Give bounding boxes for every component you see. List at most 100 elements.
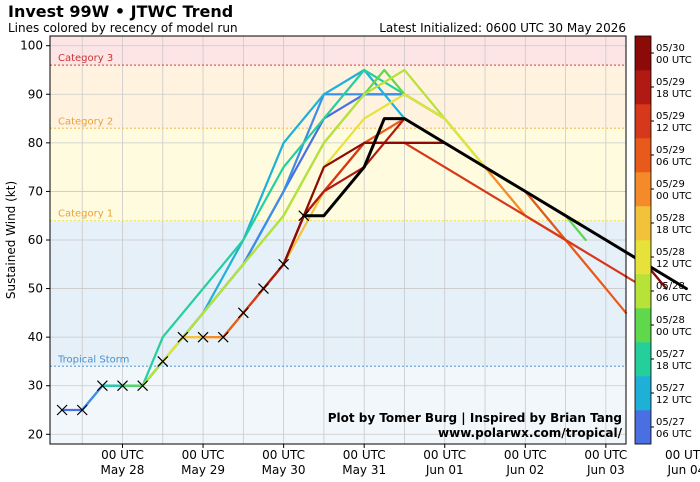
x-tick-label-top-0: 00 UTC xyxy=(101,448,144,462)
best-track-marker-2 xyxy=(96,380,108,392)
forecast-line-13 xyxy=(302,117,688,291)
best-track-marker-4 xyxy=(137,380,149,392)
best-track-marker-12 xyxy=(298,210,310,222)
marker-stroke-b xyxy=(117,380,128,392)
best-track-markers xyxy=(56,210,310,416)
colorbar-segment-7 xyxy=(635,172,651,207)
marker-stroke-b xyxy=(258,283,269,294)
credit-line-1: Plot by Tomer Burg | Inspired by Brian T… xyxy=(328,411,622,425)
band-3 xyxy=(50,36,626,66)
colorbar-tick-time-0: 06 UTC xyxy=(656,429,692,440)
y-tick-label-5: 70 xyxy=(28,184,43,198)
x-tick-label-bottom-2: May 30 xyxy=(262,463,306,477)
colorbar-tick-date-2: 05/27 xyxy=(656,349,685,360)
band-0 xyxy=(50,220,626,367)
band-2 xyxy=(50,65,626,129)
colorbar-segment-0 xyxy=(635,410,651,445)
marker-stroke-b xyxy=(56,404,68,416)
category-label-3: Category 3 xyxy=(58,53,113,64)
colorbar-tick-date-1: 05/27 xyxy=(656,383,685,394)
best-track-marker-0 xyxy=(56,404,68,416)
best-track-marker-8 xyxy=(217,331,229,343)
grid-lines xyxy=(50,36,626,444)
colorbar-tick-time-10: 18 UTC xyxy=(656,89,692,100)
y-tick-label-6: 80 xyxy=(28,136,43,150)
x-tick-label-top-7: 00 UTC xyxy=(665,448,700,462)
x-tick-label-top-5: 00 UTC xyxy=(504,448,547,462)
x-tick-label-top-6: 00 UTC xyxy=(584,448,627,462)
y-tick-label-1: 30 xyxy=(28,379,43,393)
y-tick-label-2: 40 xyxy=(28,330,43,344)
latest-initialized-label: Latest Initialized: 0600 UTC 30 May 2026 xyxy=(379,21,626,35)
x-tick-label-bottom-4: Jun 01 xyxy=(425,463,464,477)
colorbar-tick-time-4: 06 UTC xyxy=(656,293,692,304)
x-tick-label-top-4: 00 UTC xyxy=(423,448,466,462)
best-track-marker-3 xyxy=(117,380,128,392)
colorbar-tick-time-11: 00 UTC xyxy=(656,55,692,66)
best-track-marker-11 xyxy=(278,258,290,270)
credit-line-2: www.polarwx.com/tropical/ xyxy=(438,426,623,440)
colorbar-tick-time-5: 12 UTC xyxy=(656,259,692,270)
marker-stroke-b xyxy=(157,356,169,367)
colorbar-tick-date-11: 05/30 xyxy=(656,43,685,54)
colorbar-tick-time-8: 06 UTC xyxy=(656,157,692,168)
colorbar-tick-date-6: 05/28 xyxy=(656,213,685,224)
x-tick-label-bottom-3: May 31 xyxy=(342,463,386,477)
colorbar-tick-date-0: 05/27 xyxy=(656,417,685,428)
best-track-marker-6 xyxy=(177,331,189,343)
marker-stroke-b xyxy=(76,404,88,416)
colorbar-segment-8 xyxy=(635,138,651,173)
x-tick-label-bottom-6: Jun 03 xyxy=(586,463,625,477)
colorbar-segment-1 xyxy=(635,376,651,411)
colorbar-tick-date-4: 05/28 xyxy=(656,281,685,292)
colorbar-tick-time-2: 18 UTC xyxy=(656,361,692,372)
marker-stroke-b xyxy=(177,331,189,343)
colorbar-segment-11 xyxy=(635,36,651,71)
x-tick-label-top-3: 00 UTC xyxy=(343,448,386,462)
x-tick-label-bottom-5: Jun 02 xyxy=(505,463,544,477)
best-track-marker-10 xyxy=(258,283,269,294)
colorbar-tick-time-3: 00 UTC xyxy=(656,327,692,338)
y-tick-label-3: 50 xyxy=(28,282,43,296)
category-label-2: Category 2 xyxy=(58,116,113,127)
marker-stroke-b xyxy=(237,307,249,319)
x-tick-label-top-2: 00 UTC xyxy=(262,448,305,462)
intensity-bands xyxy=(50,36,626,444)
colorbar-tick-date-9: 05/29 xyxy=(656,111,685,122)
colorbar-tick-date-8: 05/29 xyxy=(656,145,685,156)
category-label-0: Tropical Storm xyxy=(57,354,129,365)
y-tick-label-4: 60 xyxy=(28,233,43,247)
x-tick-label-bottom-1: May 29 xyxy=(181,463,225,477)
colorbar-segment-3 xyxy=(635,308,651,343)
colorbar-segment-2 xyxy=(635,342,651,377)
category-labels: Tropical Storm Category 1 Category 2 Catego… xyxy=(50,53,626,367)
marker-stroke-b xyxy=(298,210,310,222)
category-label-1: Category 1 xyxy=(58,209,113,220)
best-track-marker-7 xyxy=(197,331,209,343)
colorbar-tick-date-3: 05/28 xyxy=(656,315,685,326)
y-tick-label-0: 20 xyxy=(28,427,43,441)
best-track-marker-5 xyxy=(157,356,169,367)
marker-stroke-b xyxy=(96,380,108,392)
colorbar-tick-time-6: 18 UTC xyxy=(656,225,692,236)
x-tick-label-bottom-7: Jun 04 xyxy=(666,463,700,477)
marker-stroke-b xyxy=(217,331,229,343)
chart-title: Invest 99W • JTWC Trend xyxy=(8,2,233,21)
best-track-marker-9 xyxy=(237,307,249,319)
colorbar-tick-date-10: 05/29 xyxy=(656,77,685,88)
colorbar-segment-9 xyxy=(635,104,651,139)
colorbar-tick-time-9: 12 UTC xyxy=(656,123,692,134)
marker-stroke-b xyxy=(137,380,149,392)
colorbar-tick-time-7: 00 UTC xyxy=(656,191,692,202)
x-tick-label-top-1: 00 UTC xyxy=(182,448,225,462)
colorbar-frame xyxy=(634,35,652,445)
marker-stroke-b xyxy=(278,258,290,270)
colorbar-segment-10 xyxy=(635,70,651,105)
y-axis-label: Sustained Wind (kt) xyxy=(4,181,18,299)
y-tick-label-8: 100 xyxy=(20,39,43,53)
marker-stroke-b xyxy=(197,331,209,343)
colorbar-tick-date-7: 05/29 xyxy=(656,179,685,190)
